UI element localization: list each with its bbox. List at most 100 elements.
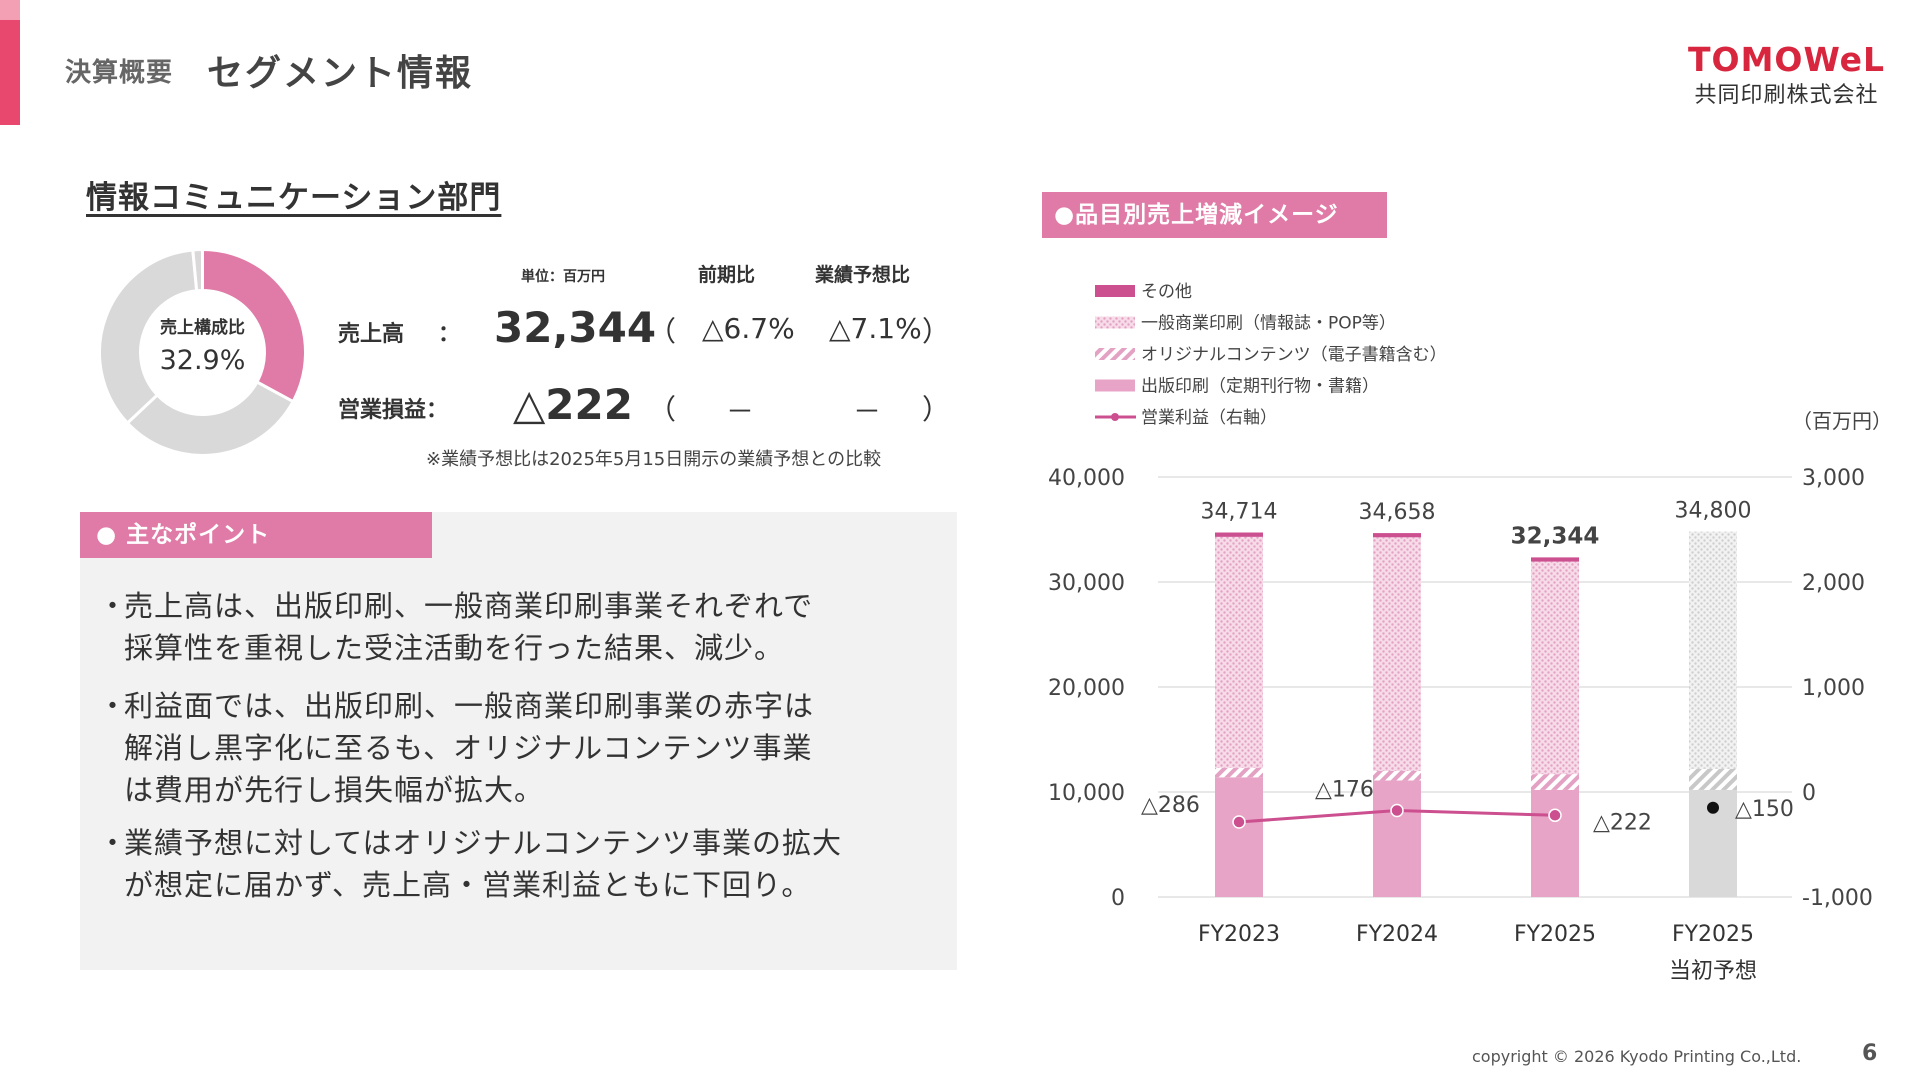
forecast-note: ※業績予想比は2025年5月15日開示の業績予想との比較 — [426, 449, 882, 470]
bar-segment-3-1 — [1531, 789, 1579, 897]
x-tick-label-3: FY2025 — [1514, 922, 1596, 947]
legend-label-0: その他 — [1141, 282, 1192, 302]
unit-label: 単位：百万円 — [521, 269, 605, 285]
point-2-line-3: は費用が先行し損失幅が拡大。 — [124, 773, 545, 807]
point-3-line-2: が想定に届かず、売上高・営業利益ともに下回り。 — [124, 868, 812, 902]
bar-segment-4-3 — [1689, 531, 1737, 769]
logo-company-name: 共同印刷株式会社 — [1694, 83, 1879, 108]
legend-swatch-0 — [1095, 285, 1135, 297]
col-head-prev: 前期比 — [698, 264, 756, 286]
point-1-line-1: 売上高は、出版印刷、一般商業印刷事業それぞれで — [124, 589, 814, 623]
legend-label-2: オリジナルコンテンツ（電子書籍含む） — [1141, 345, 1447, 365]
bar-total-label-3: 32,344 — [1511, 523, 1600, 549]
op-paren-close: ） — [922, 393, 951, 426]
bar-segment-3-3 — [1531, 561, 1579, 775]
y-tick-label: 10,000 — [1048, 781, 1125, 806]
op-income-point-3 — [1548, 808, 1562, 823]
bar-segment-3-2 — [1531, 774, 1579, 790]
point-item-1: ・ 売上高は、出版印刷、一般商業印刷事業それぞれで 採算性を重視した受注活動を行… — [98, 585, 918, 669]
legend-label-4: 営業利益（右軸） — [1141, 408, 1277, 428]
donut-value: 32.9% — [160, 345, 246, 376]
x-tick-label-2: FY2024 — [1356, 922, 1438, 947]
bullet-1: ・ — [98, 589, 129, 623]
bar-total-label-4: 34,800 — [1675, 499, 1752, 524]
bar-segment-2-3 — [1373, 537, 1421, 771]
point-item-2: ・ 利益面では、出版印刷、一般商業印刷事業の赤字は 解消し黒字化に至るも、オリジ… — [98, 685, 918, 811]
key-points-title: ● 主なポイント — [80, 512, 432, 558]
header-category: 決算概要 — [65, 58, 174, 88]
company-logo: TOMOWeL 共同印刷株式会社 — [1688, 40, 1885, 109]
y-tick-label: 20,000 — [1048, 676, 1125, 701]
donut-label: 売上構成比 — [160, 317, 245, 338]
bar-segment-3-4 — [1531, 557, 1579, 562]
copyright: copyright © 2026 Kyodo Printing Co.,Ltd. — [1472, 1047, 1802, 1066]
y2-tick-label: 0 — [1802, 781, 1816, 806]
sales-prev: △6.7% — [702, 312, 795, 345]
page-number: 6 — [1862, 1041, 1878, 1066]
legend-label-3: 出版印刷（定期刊行物・書籍） — [1141, 377, 1379, 397]
bar-segment-2-1 — [1373, 780, 1421, 897]
sales-paren-open: （ — [648, 315, 677, 348]
col-head-forecast: 業績予想比 — [815, 264, 911, 286]
sales-colon: ： — [438, 322, 461, 347]
page-title: セグメント情報 — [207, 53, 474, 94]
key-points-panel — [80, 512, 957, 970]
y2-tick-label: 3,000 — [1802, 466, 1865, 491]
composition-donut: 売上構成比 32.9% — [98, 247, 307, 457]
point-2-line-1: 利益面では、出版印刷、一般商業印刷事業の赤字は — [124, 689, 815, 723]
y2-tick-label: 1,000 — [1802, 676, 1865, 701]
accent-bar-top — [0, 0, 20, 20]
donut-slice-segment — [201, 247, 307, 404]
legend-label-1: 一般商業印刷（情報誌・POP等） — [1141, 314, 1396, 334]
bullet-3: ・ — [98, 826, 129, 860]
legend-marker-op-income — [1111, 413, 1119, 421]
sales-label: 売上高 — [338, 322, 405, 347]
op-income-point-1 — [1232, 815, 1246, 829]
y2-tick-label: -1,000 — [1802, 886, 1873, 911]
bar-segment-1-3 — [1215, 536, 1263, 768]
y-tick-label: 30,000 — [1048, 571, 1125, 596]
point-1-line-2: 採算性を重視した受注活動を行った結果、減少。 — [124, 631, 785, 665]
legend-swatch-2 — [1095, 348, 1135, 360]
legend-swatch-1 — [1095, 316, 1135, 329]
point-2-line-2: 解消し黒字化に至るも、オリジナルコンテンツ事業 — [124, 731, 813, 765]
x-tick-label-1: FY2023 — [1198, 922, 1280, 947]
bar-segment-4-2 — [1689, 768, 1737, 790]
donut-slice-other-3 — [191, 247, 204, 293]
op-income-label-1: △286 — [1141, 793, 1200, 818]
bar-segment-1-4 — [1215, 532, 1263, 537]
bar-segment-2-2 — [1373, 771, 1421, 781]
point-3-line-1: 業績予想に対してはオリジナルコンテンツ事業の拡大 — [124, 826, 842, 860]
y2-tick-label: 2,000 — [1802, 571, 1865, 596]
x-tick-label-4: FY2025 — [1672, 922, 1754, 947]
op-income-point-2 — [1390, 803, 1404, 818]
bullet-2: ・ — [98, 689, 129, 723]
op-prev: － — [726, 395, 755, 428]
bar-segment-1-1 — [1215, 777, 1263, 897]
x-tick-sublabel-4: 当初予想 — [1669, 959, 1757, 984]
op-paren-open: （ — [648, 393, 677, 426]
bar-total-label-1: 34,714 — [1201, 500, 1278, 525]
legend-swatch-3 — [1095, 379, 1135, 392]
point-item-3: ・ 業績予想に対してはオリジナルコンテンツ事業の拡大 が想定に届かず、売上高・営… — [98, 822, 918, 906]
op-income-forecast-point — [1707, 801, 1719, 814]
y-tick-label: 40,000 — [1048, 466, 1125, 491]
sales-paren-close: ） — [922, 315, 951, 348]
chart-title-tab: ●品目別売上増減イメージ — [1042, 192, 1387, 238]
donut-slice-other-2 — [98, 248, 199, 426]
op-income-label-4: △150 — [1735, 797, 1794, 822]
op-value: △222 — [513, 380, 633, 429]
bar-segment-1-2 — [1215, 767, 1263, 778]
op-income-label-2: △176 — [1315, 777, 1374, 802]
unit-label-chart: （百万円） — [1792, 409, 1880, 433]
sales-value: 32,344 — [494, 303, 657, 352]
logo-wordmark: TOMOWeL — [1688, 40, 1886, 79]
accent-bar — [0, 0, 20, 125]
donut-slice-other-1 — [125, 379, 296, 457]
y-tick-label: 0 — [1111, 886, 1125, 911]
op-forecast: － — [853, 395, 882, 428]
bar-total-label-2: 34,658 — [1359, 500, 1436, 525]
bar-segment-2-4 — [1373, 533, 1421, 538]
op-income-label-3: △222 — [1593, 810, 1652, 835]
